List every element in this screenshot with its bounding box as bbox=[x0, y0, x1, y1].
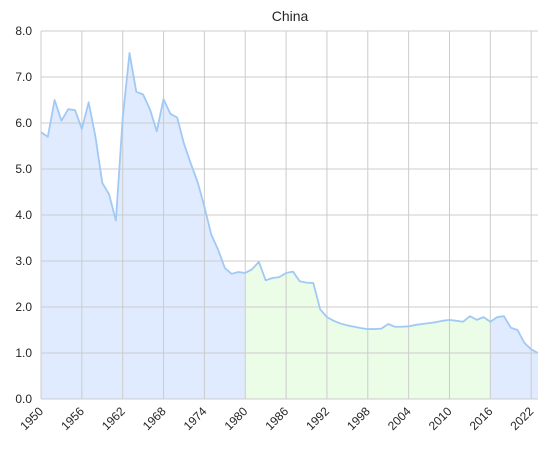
shaded-regions bbox=[41, 53, 538, 399]
y-tick-label: 1.0 bbox=[15, 346, 32, 360]
y-tick-label: 7.0 bbox=[15, 70, 32, 84]
x-tick-label: 1986 bbox=[262, 404, 291, 433]
y-tick-label: 4.0 bbox=[15, 208, 32, 222]
x-tick-label: 1992 bbox=[303, 404, 332, 433]
series-line bbox=[40, 52, 539, 354]
y-tick-label: 6.0 bbox=[15, 116, 32, 130]
x-tick-label: 1956 bbox=[58, 404, 87, 433]
chart-title: China bbox=[272, 8, 309, 24]
x-tick-label: 1974 bbox=[181, 404, 210, 433]
y-tick-label: 3.0 bbox=[15, 254, 32, 268]
x-tick-label: 1962 bbox=[99, 404, 128, 433]
x-tick-label: 1998 bbox=[344, 404, 373, 433]
series-layer bbox=[40, 52, 539, 354]
x-tick-label: 2016 bbox=[467, 404, 496, 433]
y-tick-label: 8.0 bbox=[15, 24, 32, 38]
x-tick-label: 2010 bbox=[426, 404, 455, 433]
y-tick-label: 2.0 bbox=[15, 300, 32, 314]
y-tick-label: 0.0 bbox=[15, 392, 32, 406]
x-tick-label: 1980 bbox=[222, 404, 251, 433]
x-tick-label: 1968 bbox=[140, 404, 169, 433]
x-tick-label: 1950 bbox=[17, 404, 46, 433]
shaded-region-0 bbox=[41, 53, 246, 399]
gridlines bbox=[40, 30, 538, 400]
x-axis-tick-labels: 1950 1956 1962 1968 1974 1980 1986 1992 1998 2004… bbox=[17, 404, 536, 433]
x-tick-label: 2004 bbox=[385, 404, 414, 433]
y-axis-tick-labels: 0.0 1.0 2.0 3.0 4.0 5.0 6.0 7.0 8.0 bbox=[15, 24, 32, 406]
shaded-region-2 bbox=[490, 316, 538, 399]
y-tick-label: 5.0 bbox=[15, 162, 32, 176]
x-tick-label: 2022 bbox=[508, 404, 537, 433]
